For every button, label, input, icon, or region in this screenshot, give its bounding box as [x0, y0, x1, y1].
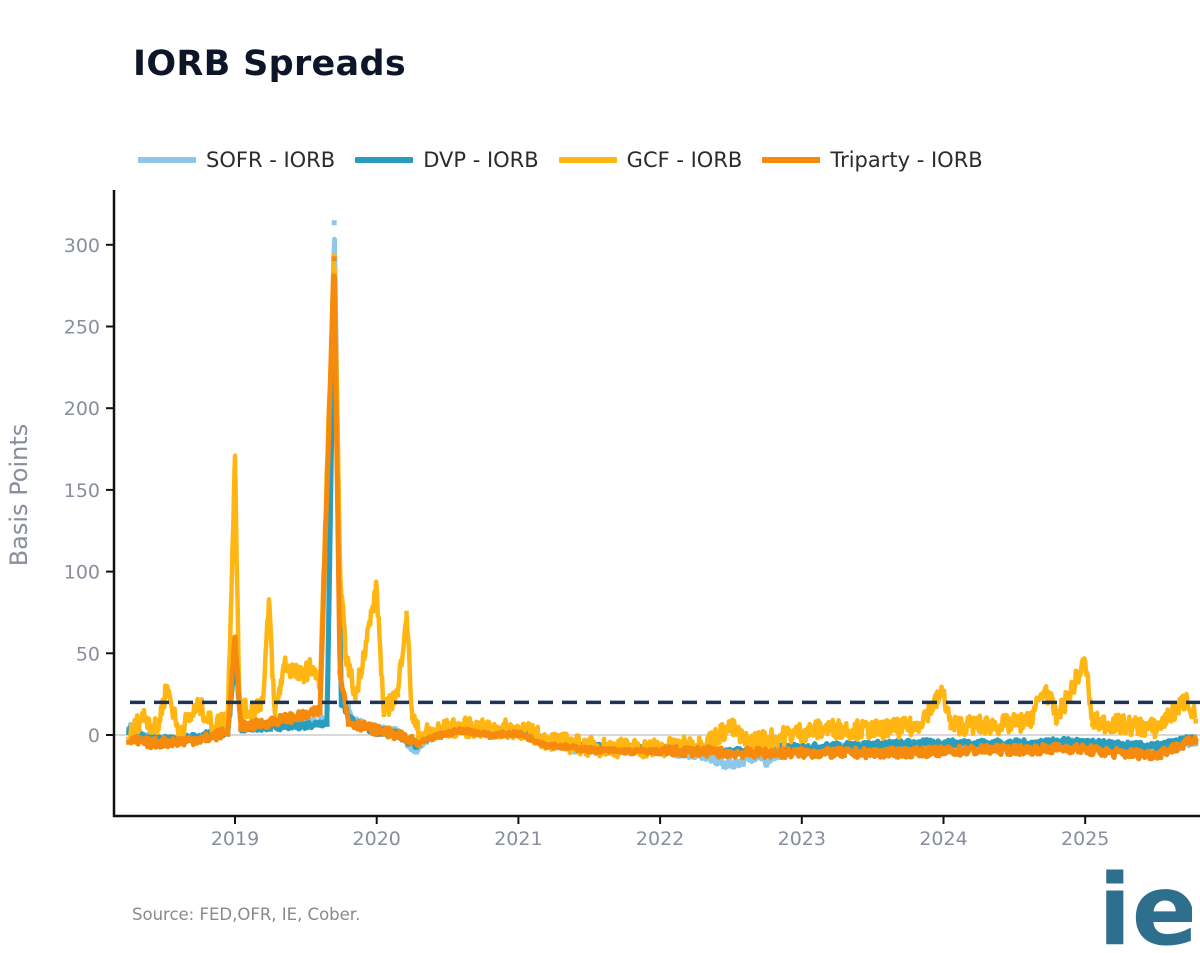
series-line-gcf	[126, 253, 1198, 760]
x-tick-label-2025: 2025	[1061, 828, 1109, 850]
x-tick-label-2022: 2022	[636, 828, 684, 850]
legend-swatch-triparty	[762, 157, 821, 163]
y-tick-label-0: 0	[88, 725, 100, 747]
legend-label-gcf: GCF - IORB	[626, 148, 743, 172]
legend-item-sofr[interactable]: SOFR - IORB	[138, 148, 335, 172]
legend-label-dvp: DVP - IORB	[423, 148, 539, 172]
logo-mark: ie	[1100, 868, 1192, 946]
legend-swatch-dvp	[355, 157, 414, 163]
x-tick-label-2024: 2024	[919, 828, 967, 850]
legend: SOFR - IORB DVP - IORB GCF - IORB Tripar…	[138, 148, 1003, 172]
x-tick-label-2023: 2023	[778, 828, 826, 850]
legend-swatch-sofr	[138, 157, 196, 163]
y-tick-label-250: 250	[64, 317, 100, 339]
series-line-dvp	[126, 277, 1199, 759]
logo-text: ie	[1100, 868, 1192, 946]
legend-item-dvp[interactable]: DVP - IORB	[355, 148, 539, 172]
series-line-sofr	[126, 220, 1199, 770]
ie-logo: ie	[1100, 868, 1192, 946]
y-axis-title: Basis Points	[5, 424, 33, 567]
y-tick-label-150: 150	[64, 480, 100, 502]
y-tick-label-200: 200	[64, 398, 100, 420]
x-tick-label-2019: 2019	[211, 828, 259, 850]
series-line-triparty	[126, 256, 1199, 762]
y-tick-label-300: 300	[64, 235, 100, 257]
x-tick-label-2021: 2021	[494, 828, 542, 850]
legend-swatch-gcf	[558, 157, 617, 163]
chart-title: IORB Spreads	[133, 44, 406, 84]
x-tick-label-2020: 2020	[353, 828, 401, 850]
legend-label-sofr: SOFR - IORB	[206, 148, 336, 172]
legend-label-triparty: Triparty - IORB	[830, 148, 983, 172]
legend-item-gcf[interactable]: GCF - IORB	[558, 148, 743, 172]
legend-item-triparty[interactable]: Triparty - IORB	[762, 148, 983, 172]
y-tick-label-100: 100	[64, 562, 100, 584]
source-note: Source: FED,OFR, IE, Cober.	[132, 905, 361, 924]
y-tick-label-50: 50	[76, 643, 100, 665]
